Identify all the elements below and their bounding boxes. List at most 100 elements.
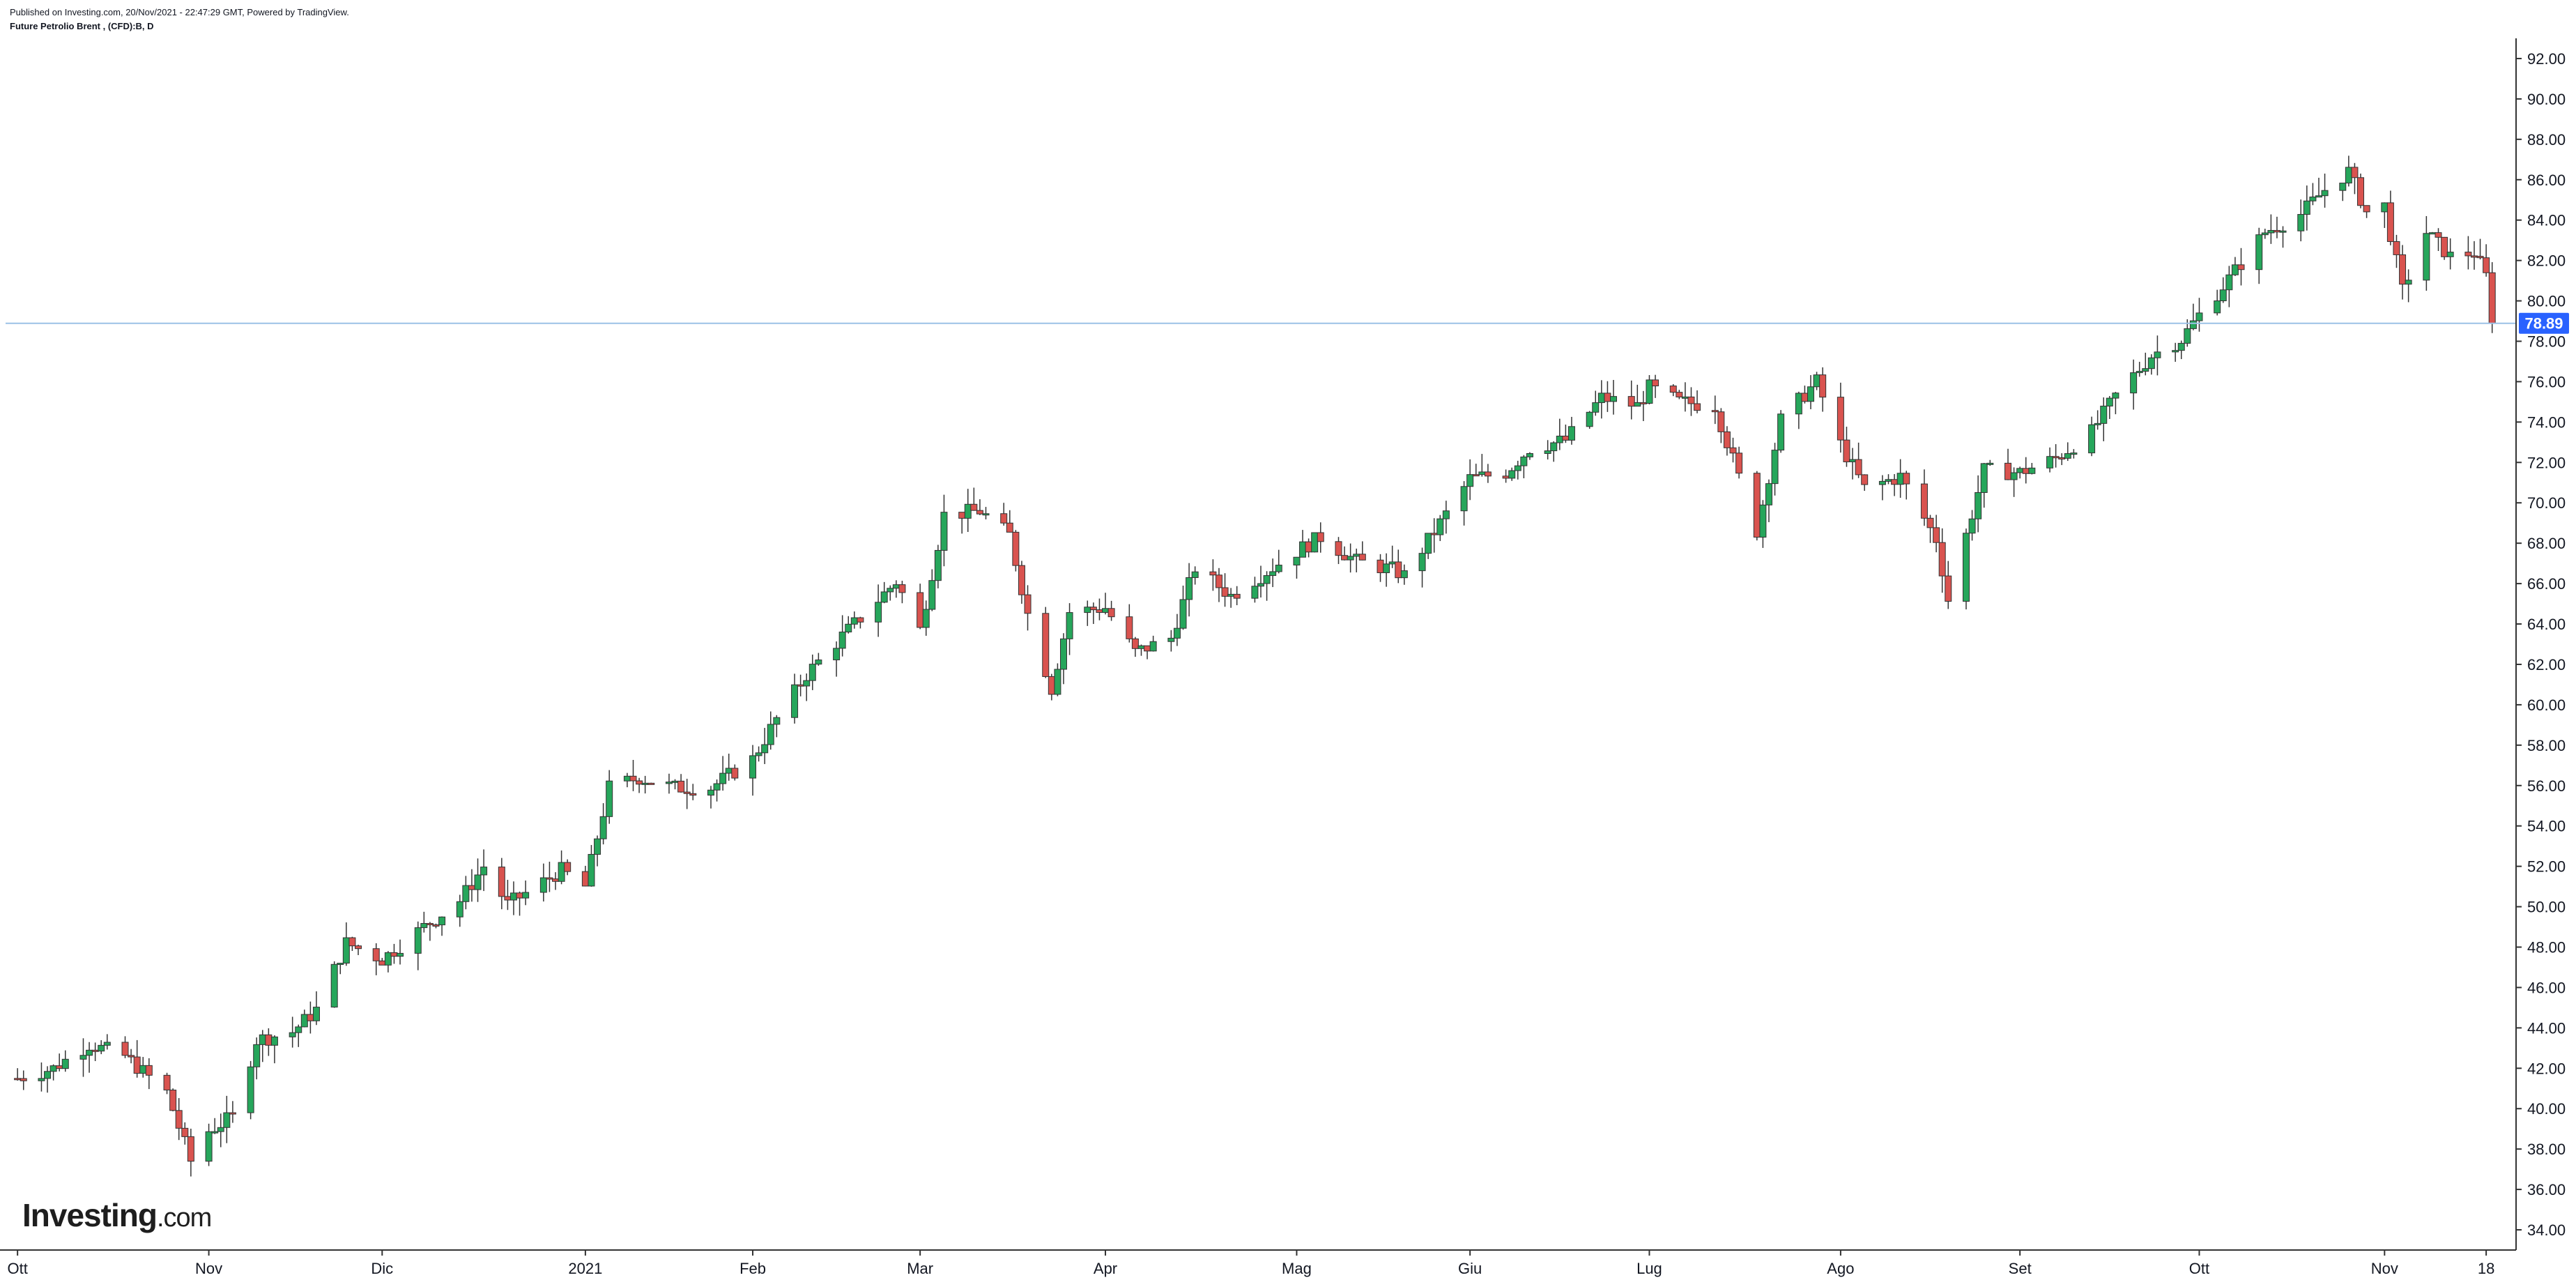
- candle-body: [958, 512, 966, 519]
- candle-body: [833, 648, 841, 661]
- candle-body: [2016, 468, 2024, 473]
- candle-body: [1418, 553, 1426, 572]
- candle: [1059, 633, 1067, 685]
- candle-body: [1639, 402, 1647, 404]
- candle: [2136, 361, 2143, 377]
- candle: [1460, 481, 1468, 526]
- x-tick-label: Set: [2009, 1260, 2032, 1277]
- candle-body: [38, 1078, 45, 1081]
- logo-brand: Investing: [22, 1197, 158, 1233]
- candle-body: [1765, 483, 1772, 505]
- candle-body: [1861, 474, 1869, 485]
- candle: [2321, 173, 2329, 208]
- candle: [1186, 563, 1193, 617]
- candle: [719, 756, 727, 791]
- candle-body: [420, 923, 428, 929]
- candle: [588, 845, 595, 887]
- candle-body: [145, 1065, 153, 1076]
- candle-body: [761, 744, 769, 754]
- candle: [1813, 372, 1820, 390]
- candle: [2004, 448, 2012, 480]
- candle: [498, 858, 505, 910]
- candle-body: [1191, 571, 1199, 578]
- candle-body: [1562, 435, 1570, 441]
- candle-body: [139, 1065, 147, 1074]
- candle-body: [1508, 470, 1516, 479]
- candle: [1634, 384, 1641, 407]
- candle-body: [342, 937, 350, 964]
- candle-body: [2435, 232, 2442, 238]
- candle-body: [1137, 645, 1145, 649]
- candle-body: [1597, 393, 1605, 404]
- candle: [1084, 600, 1091, 626]
- candle: [121, 1036, 129, 1058]
- candle: [838, 615, 846, 657]
- y-tick-label: 90.00: [2527, 91, 2566, 108]
- candle-body: [1550, 442, 1558, 452]
- candle: [1586, 411, 1593, 429]
- candle: [1849, 448, 1857, 480]
- candle-body: [2094, 422, 2101, 425]
- candle-body: [103, 1042, 111, 1046]
- candle-body: [2064, 453, 2071, 459]
- candle: [462, 876, 470, 910]
- candle: [707, 786, 714, 809]
- candle-body: [1933, 527, 1940, 543]
- candle: [558, 850, 565, 885]
- candle-body: [2309, 197, 2317, 201]
- candle: [2339, 183, 2347, 201]
- candle: [917, 584, 924, 630]
- candle-body: [1209, 571, 1217, 576]
- candle-body: [1442, 510, 1450, 519]
- candle: [1837, 382, 1844, 453]
- candle: [2279, 226, 2287, 248]
- candles-layer: [14, 155, 2496, 1177]
- candle: [2303, 185, 2310, 231]
- candle-body: [229, 1112, 236, 1115]
- candle: [1771, 443, 1779, 496]
- candle: [2446, 238, 2454, 270]
- last-price-line: 78.89: [6, 312, 2569, 334]
- candle-body: [1962, 533, 1970, 602]
- candle: [1358, 541, 1366, 561]
- candle: [38, 1062, 45, 1092]
- candle: [857, 616, 864, 629]
- candle-body: [552, 878, 560, 882]
- candle: [2267, 214, 2275, 244]
- candle: [594, 835, 601, 867]
- candle-body: [414, 927, 422, 954]
- candle: [1347, 543, 1354, 573]
- candle: [713, 779, 721, 802]
- candle: [2423, 215, 2430, 291]
- candle: [689, 784, 697, 800]
- candle-body: [1807, 386, 1815, 402]
- candle-body: [1472, 474, 1480, 477]
- candle: [1144, 645, 1151, 660]
- candle-body: [707, 789, 714, 796]
- y-tick-label: 54.00: [2527, 818, 2566, 835]
- candle: [1753, 471, 1761, 541]
- candle: [1945, 561, 1952, 609]
- candle-body: [504, 896, 512, 901]
- candle-body: [2046, 456, 2054, 468]
- candle: [414, 921, 422, 970]
- candle-body: [1024, 594, 1032, 614]
- candle-body: [2381, 202, 2389, 213]
- candle-body: [1735, 452, 1743, 474]
- candle-body: [1723, 431, 1731, 448]
- candle-body: [2470, 255, 2478, 258]
- candle-body: [2100, 405, 2108, 424]
- candle: [1233, 586, 1241, 606]
- candle: [845, 616, 852, 634]
- candle: [647, 782, 655, 785]
- candle-body: [2052, 456, 2060, 459]
- candle: [1305, 538, 1312, 558]
- candle-body: [2476, 256, 2484, 259]
- candle-body: [337, 963, 344, 966]
- candle: [2464, 236, 2472, 270]
- candle-body: [2393, 241, 2400, 255]
- candle: [1311, 532, 1319, 553]
- candle: [2386, 190, 2394, 245]
- candle-body: [480, 867, 488, 876]
- candle: [1878, 475, 1886, 501]
